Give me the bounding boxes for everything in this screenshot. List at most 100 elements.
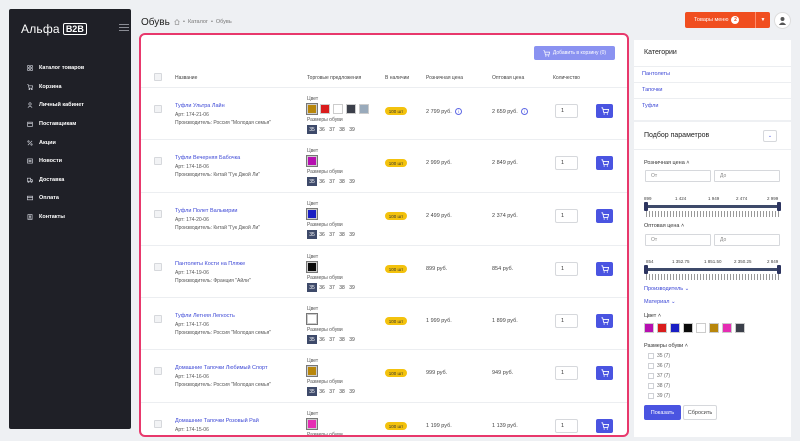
retail-price-slider[interactable] — [644, 202, 781, 211]
add-row-to-cart-button[interactable] — [596, 104, 613, 118]
row-checkbox[interactable] — [154, 367, 162, 375]
home-icon[interactable] — [174, 19, 180, 25]
row-checkbox[interactable] — [154, 210, 162, 218]
size-option[interactable]: 36 — [319, 284, 325, 291]
breadcrumb-catalog[interactable]: Каталог — [187, 19, 208, 25]
size-option[interactable]: 38 — [339, 178, 345, 185]
color-swatch[interactable] — [306, 365, 318, 377]
size-filter-label[interactable]: Размеры обуви ˄ — [644, 343, 688, 349]
size-option[interactable]: 35 — [307, 335, 317, 344]
size-option[interactable]: 36 — [319, 178, 325, 185]
size-option[interactable]: 38 — [339, 388, 345, 395]
chevron-down-icon[interactable]: ⌄ — [763, 130, 777, 142]
row-checkbox[interactable] — [154, 420, 162, 428]
size-option[interactable]: 37 — [329, 231, 335, 238]
size-filter-option[interactable]: 35 (7) — [648, 353, 670, 359]
row-checkbox[interactable] — [154, 105, 162, 113]
size-option[interactable]: 36 — [319, 388, 325, 395]
slider-handle-max[interactable] — [777, 202, 781, 211]
size-option[interactable]: 37 — [329, 388, 335, 395]
quantity-input[interactable]: 1 — [555, 156, 578, 170]
size-option[interactable]: 37 — [329, 126, 335, 133]
size-option[interactable]: 38 — [339, 284, 345, 291]
color-filter-swatch[interactable] — [722, 323, 732, 333]
add-row-to-cart-button[interactable] — [596, 366, 613, 380]
retail-price-to-input[interactable]: До — [714, 170, 780, 182]
color-swatch[interactable] — [333, 104, 343, 114]
color-swatch[interactable] — [306, 313, 318, 325]
sidebar-item-box[interactable]: Поставщикам — [9, 115, 131, 134]
color-filter-swatch[interactable] — [709, 323, 719, 333]
add-row-to-cart-button[interactable] — [596, 419, 613, 433]
color-swatch[interactable] — [306, 155, 318, 167]
size-filter-option[interactable]: 37 (7) — [648, 373, 670, 379]
quantity-input[interactable]: 1 — [555, 314, 578, 328]
size-option[interactable]: 36 — [319, 126, 325, 133]
sidebar-item-card[interactable]: Оплата — [9, 189, 131, 208]
sidebar-item-news[interactable]: Новости — [9, 152, 131, 171]
header-stock[interactable]: В наличии — [385, 75, 410, 81]
sidebar-item-percent[interactable]: Акции — [9, 133, 131, 152]
size-option[interactable]: 35 — [307, 125, 317, 134]
favorites-button[interactable]: Товары меню 2 ▼ — [685, 12, 770, 28]
info-icon[interactable]: i — [454, 108, 462, 115]
color-filter-label[interactable]: Цвет ˄ — [644, 313, 662, 319]
size-option[interactable]: 39 — [349, 178, 355, 185]
size-filter-option[interactable]: 36 (7) — [648, 363, 670, 369]
product-name-link[interactable]: Домашние Тапочки Любимый Спорт — [175, 365, 268, 371]
sidebar-item-cart[interactable]: Корзина — [9, 78, 131, 97]
add-row-to-cart-button[interactable] — [596, 156, 613, 170]
size-option[interactable]: 39 — [349, 284, 355, 291]
size-option[interactable]: 35 — [307, 177, 317, 186]
product-name-link[interactable]: Пантолеты Кости на Пляже — [175, 261, 246, 267]
add-row-to-cart-button[interactable] — [596, 314, 613, 328]
product-name-link[interactable]: Туфли Ультра Лайн — [175, 103, 225, 109]
color-filter-swatch[interactable] — [644, 323, 654, 333]
color-filter-swatch[interactable] — [696, 323, 706, 333]
product-name-link[interactable]: Туфли Вечерняя Бабочка — [175, 155, 241, 161]
color-swatch[interactable] — [306, 103, 318, 115]
row-checkbox[interactable] — [154, 263, 162, 271]
category-item-house-shoes[interactable]: Тапочки — [642, 87, 663, 93]
size-option[interactable]: 35 — [307, 283, 317, 292]
sidebar-item-user[interactable]: Личный кабинет — [9, 96, 131, 115]
retail-price-filter-label[interactable]: Розничная цена ˄ — [644, 160, 690, 166]
size-filter-checkbox[interactable] — [648, 383, 654, 389]
row-checkbox[interactable] — [154, 157, 162, 165]
reset-button[interactable]: Сбросить — [683, 405, 717, 420]
size-option[interactable]: 39 — [349, 231, 355, 238]
quantity-input[interactable]: 1 — [555, 209, 578, 223]
size-option[interactable]: 37 — [329, 178, 335, 185]
product-name-link[interactable]: Туфли Летняя Легкость — [175, 313, 235, 319]
size-option[interactable]: 37 — [329, 336, 335, 343]
size-filter-checkbox[interactable] — [648, 363, 654, 369]
color-filter-swatch[interactable] — [735, 323, 745, 333]
size-option[interactable]: 38 — [339, 336, 345, 343]
quantity-input[interactable]: 1 — [555, 262, 578, 276]
category-item-slippers[interactable]: Пантолеты — [642, 71, 671, 77]
color-swatch[interactable] — [306, 418, 318, 430]
size-filter-option[interactable]: 39 (7) — [648, 393, 670, 399]
header-retail-price[interactable]: Розничная цена — [426, 75, 464, 81]
size-option[interactable]: 39 — [349, 388, 355, 395]
size-filter-option[interactable]: 38 (7) — [648, 383, 670, 389]
wholesale-price-to-input[interactable]: До — [714, 234, 780, 246]
size-filter-checkbox[interactable] — [648, 393, 654, 399]
retail-price-from-input[interactable]: От — [645, 170, 711, 182]
color-swatch[interactable] — [359, 104, 369, 114]
size-filter-checkbox[interactable] — [648, 353, 654, 359]
info-icon[interactable]: i — [520, 108, 528, 115]
header-name[interactable]: Название — [175, 75, 198, 81]
size-option[interactable]: 39 — [349, 126, 355, 133]
wholesale-price-slider[interactable] — [644, 265, 781, 274]
color-swatch[interactable] — [306, 208, 318, 220]
manufacturer-filter-toggle[interactable]: Производитель ⌄ — [644, 286, 690, 292]
size-option[interactable]: 38 — [339, 126, 345, 133]
quantity-input[interactable]: 1 — [555, 104, 578, 118]
avatar[interactable] — [774, 12, 791, 29]
color-filter-swatch[interactable] — [670, 323, 680, 333]
color-filter-swatch[interactable] — [657, 323, 667, 333]
add-to-cart-button[interactable]: Добавить в корзину (0) — [534, 46, 615, 60]
header-wholesale-price[interactable]: Оптовая цена — [492, 75, 525, 81]
slider-handle-min[interactable] — [644, 202, 648, 211]
